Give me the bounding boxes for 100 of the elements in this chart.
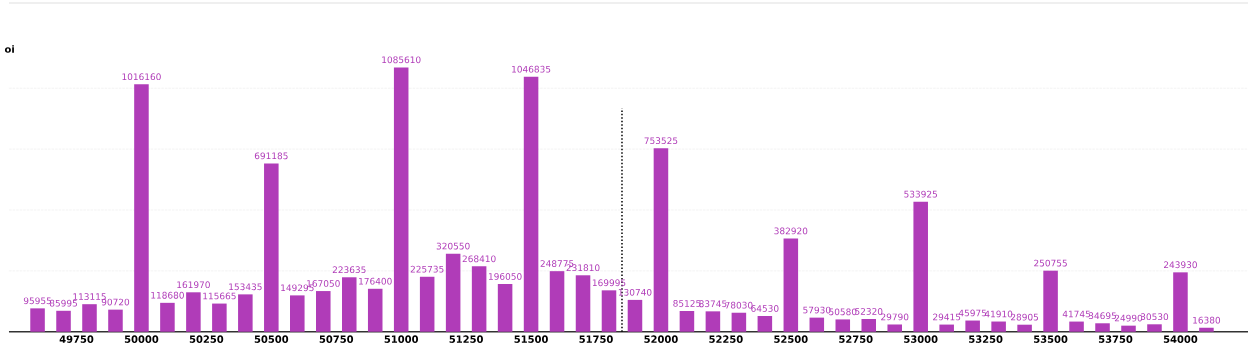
data-label: 41745 xyxy=(1062,310,1091,318)
data-label: 16380 xyxy=(1193,316,1221,324)
data-label: 382920 xyxy=(774,227,808,235)
bar xyxy=(1043,270,1058,332)
bar xyxy=(887,324,902,332)
bar xyxy=(1199,327,1214,332)
x-tick-label: 51750 xyxy=(579,335,613,344)
x-tick-label: 52000 xyxy=(644,335,678,344)
data-label: 250755 xyxy=(1034,259,1067,267)
bar xyxy=(991,321,1006,332)
data-label: 320550 xyxy=(436,242,470,250)
bar xyxy=(497,284,513,332)
data-label: 691185 xyxy=(254,152,288,160)
data-label: 34695 xyxy=(1088,312,1116,320)
bar xyxy=(264,163,279,332)
bar xyxy=(367,288,383,332)
bar xyxy=(30,308,45,332)
x-tick-label: 51500 xyxy=(514,335,548,344)
data-label: 29790 xyxy=(881,313,909,321)
data-label: 29415 xyxy=(933,313,961,321)
bar xyxy=(1069,321,1084,332)
data-label: 95955 xyxy=(23,297,52,305)
x-tick-label: 53000 xyxy=(904,335,938,344)
data-label: 83745 xyxy=(699,300,727,308)
x-tick-label: 52500 xyxy=(774,335,808,344)
data-label: 64530 xyxy=(751,305,779,312)
data-label: 196050 xyxy=(488,273,522,280)
bar xyxy=(705,311,721,332)
x-tick-label: 51000 xyxy=(384,335,419,344)
bar xyxy=(653,148,669,332)
data-label: 153435 xyxy=(229,283,262,291)
bar xyxy=(549,271,565,332)
data-label: 24990 xyxy=(1114,314,1143,322)
data-label: 161970 xyxy=(177,281,210,289)
bar xyxy=(82,304,97,332)
data-label: 130740 xyxy=(618,289,652,296)
x-tick-label: 51250 xyxy=(449,335,483,344)
x-tick-label: 49750 xyxy=(59,335,94,344)
data-label: 41910 xyxy=(984,310,1013,318)
bar xyxy=(627,300,643,332)
x-tick-label: 52250 xyxy=(709,335,743,344)
data-label: 113115 xyxy=(73,293,106,301)
bar xyxy=(809,317,825,332)
data-label: 1085610 xyxy=(382,56,421,64)
data-label: 52320 xyxy=(855,308,883,315)
bar xyxy=(56,310,71,332)
bar xyxy=(316,291,331,332)
bar xyxy=(134,84,149,332)
bar xyxy=(341,277,357,332)
bar xyxy=(1121,325,1136,332)
bar xyxy=(601,290,617,332)
bar xyxy=(238,294,253,332)
bar xyxy=(108,309,123,332)
data-label: 90720 xyxy=(101,298,130,306)
bar xyxy=(1173,272,1188,332)
bar xyxy=(186,292,201,332)
x-tick-label: 50250 xyxy=(189,335,224,344)
data-label: 85995 xyxy=(49,299,77,307)
data-label: 225735 xyxy=(410,265,444,273)
bar xyxy=(419,276,435,332)
bar xyxy=(160,302,175,332)
x-tick-label: 53500 xyxy=(1034,335,1068,344)
x-tick-label: 50000 xyxy=(124,335,159,344)
bar xyxy=(1017,324,1032,332)
data-label: 243930 xyxy=(1164,261,1197,269)
data-label: 753525 xyxy=(644,137,678,145)
data-label: 268410 xyxy=(462,255,496,263)
bar xyxy=(393,67,409,332)
bar xyxy=(861,319,877,332)
bar xyxy=(212,303,227,332)
data-label: 169995 xyxy=(592,279,626,287)
data-label: 57930 xyxy=(803,306,831,314)
data-label: 176400 xyxy=(359,277,392,285)
data-label: 78030 xyxy=(725,301,753,309)
data-label: 45975 xyxy=(958,309,987,317)
bar xyxy=(757,316,773,332)
bar xyxy=(575,275,591,332)
bar xyxy=(1147,324,1162,332)
bar xyxy=(1095,323,1110,332)
bar xyxy=(913,201,928,332)
bar xyxy=(939,324,954,332)
data-label: 118680 xyxy=(151,292,184,299)
y-axis-title: oi xyxy=(4,45,14,54)
x-tick-label: 50750 xyxy=(319,335,354,344)
bar xyxy=(835,319,851,332)
data-label: 50580 xyxy=(829,308,857,316)
bar xyxy=(471,266,487,332)
bar xyxy=(290,295,305,332)
bar xyxy=(523,76,539,332)
x-tick-label: 53750 xyxy=(1098,335,1133,344)
bar xyxy=(783,238,799,332)
x-tick-label: 52750 xyxy=(839,335,873,344)
x-tick-label: 54000 xyxy=(1163,335,1198,344)
bar xyxy=(965,320,980,332)
data-label: 28905 xyxy=(1011,313,1039,321)
bar xyxy=(679,311,695,332)
data-label: 115665 xyxy=(203,292,236,300)
data-label: 1016160 xyxy=(122,73,161,81)
data-label: 533925 xyxy=(904,190,938,198)
data-label: 223635 xyxy=(332,266,366,274)
